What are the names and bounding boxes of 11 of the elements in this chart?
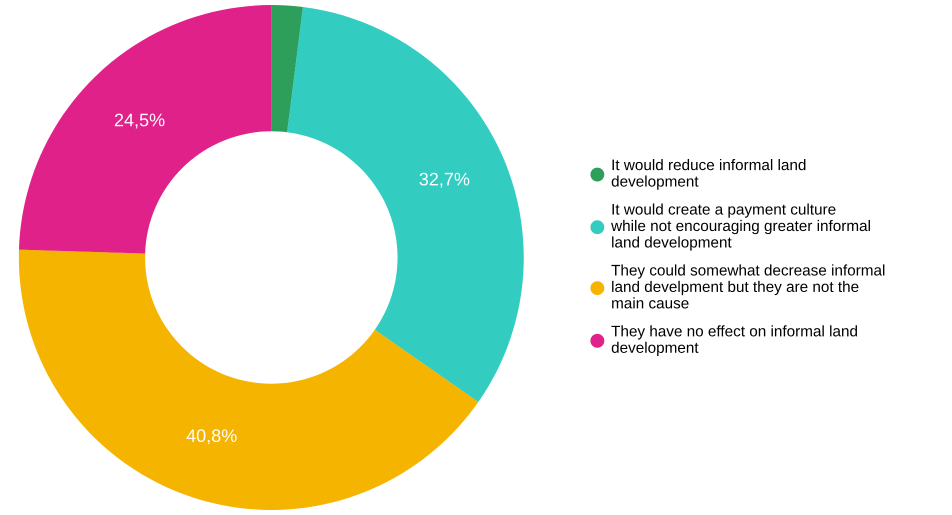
data-label: 40,8% bbox=[186, 429, 237, 444]
donut-slice bbox=[287, 7, 524, 402]
donut-slice bbox=[271, 5, 303, 132]
data-label: 32,7% bbox=[419, 172, 470, 188]
legend-label: They have no effect on informal land development bbox=[611, 325, 857, 356]
legend-label: It would reduce informal land development bbox=[612, 159, 806, 190]
legend-label: It would create a payment culture while not encouraging greater informal land development bbox=[611, 203, 870, 251]
legend-label: They could somewhat decrease informal land develpment but they are not the main cause bbox=[611, 264, 884, 309]
donut-slice bbox=[18, 250, 478, 510]
donut-slice bbox=[18, 5, 272, 254]
data-label: 24,5% bbox=[114, 114, 165, 129]
